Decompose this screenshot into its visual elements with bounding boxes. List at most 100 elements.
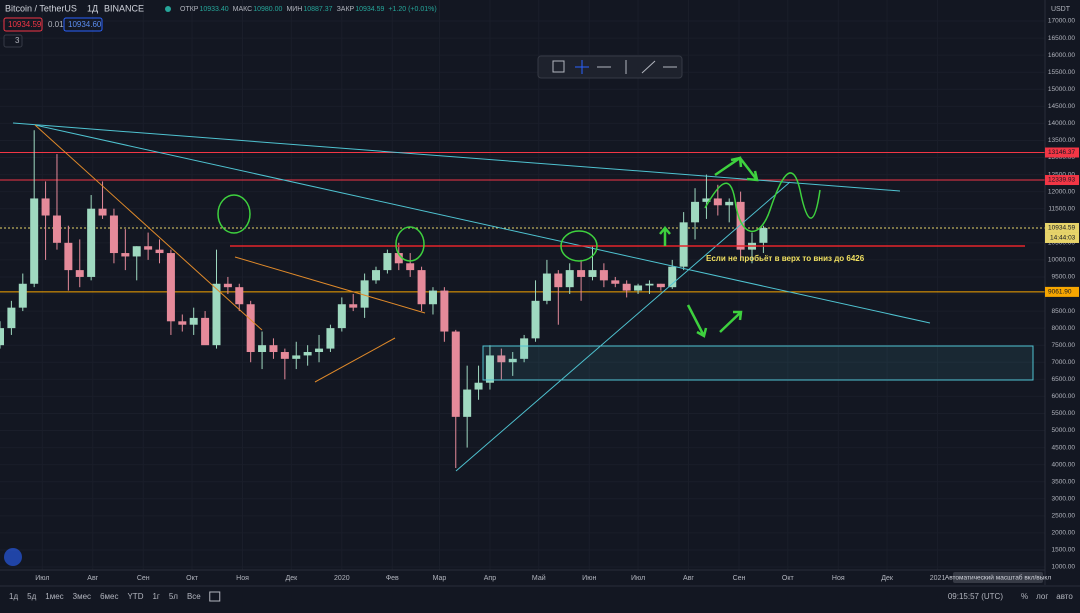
drawings xyxy=(12,122,1034,472)
buy-box[interactable] xyxy=(63,17,103,32)
header: Bitcoin / TetherUS 1Д BINANCE ОТКР 10933.… xyxy=(3,3,437,48)
candle-body xyxy=(554,273,563,288)
candle-body xyxy=(645,283,654,286)
indicators-toggle[interactable] xyxy=(3,34,23,48)
candle-body xyxy=(463,389,472,417)
range-button[interactable]: Все xyxy=(187,592,201,601)
y-tick-label: 12500.00 xyxy=(1048,171,1075,178)
tool-rect[interactable] xyxy=(552,60,565,73)
y-tick-label: 3500.00 xyxy=(1052,478,1076,485)
candle-body xyxy=(337,304,346,329)
candle-body xyxy=(98,208,107,216)
candle-body xyxy=(691,201,700,223)
range-button[interactable]: 1мес xyxy=(45,592,63,601)
price-tag-label: 13146.37 xyxy=(1048,149,1075,156)
tooltip xyxy=(953,572,1043,583)
candle-body xyxy=(7,307,16,329)
forecast-path xyxy=(704,172,821,232)
y-tick-label: 5000.00 xyxy=(1052,427,1076,434)
price-tag-label: 12339.93 xyxy=(1048,177,1075,184)
price-tag-label: 10934.59 xyxy=(1048,225,1075,232)
tool-cross[interactable] xyxy=(575,60,589,74)
candle-body xyxy=(292,355,301,359)
spread: 0.01 xyxy=(48,20,64,29)
range-button[interactable]: 5д xyxy=(27,592,36,601)
candle-body xyxy=(41,198,50,216)
scale-option[interactable]: лог xyxy=(1036,592,1048,601)
x-tick-label: Сен xyxy=(733,575,746,582)
y-tick-label: 16500.00 xyxy=(1048,35,1075,42)
candle-body xyxy=(212,283,221,346)
date-range-button[interactable] xyxy=(209,591,221,602)
candle-body xyxy=(520,338,529,359)
candle-body xyxy=(736,201,745,250)
range-button[interactable]: 1г xyxy=(152,592,159,601)
candle-body xyxy=(565,270,574,288)
range-button[interactable]: 3мес xyxy=(73,592,91,601)
candle-body xyxy=(166,253,175,322)
candle-body xyxy=(349,304,358,308)
candle-body xyxy=(725,201,734,206)
range-button[interactable]: YTD xyxy=(127,592,143,601)
candle-body xyxy=(417,270,426,305)
candle-body xyxy=(30,198,39,284)
candle-body xyxy=(75,270,84,277)
candle-body xyxy=(121,253,130,257)
x-tick-label: Ноя xyxy=(832,575,845,582)
circle-mark xyxy=(217,194,251,234)
y-tick-label: 14500.00 xyxy=(1048,103,1075,110)
candle-body xyxy=(713,198,722,206)
candle-body xyxy=(668,266,677,288)
price-tag xyxy=(1045,286,1079,297)
sell-price: 10934.59 xyxy=(8,20,42,29)
logo[interactable] xyxy=(4,548,22,566)
y-tick-label: 4500.00 xyxy=(1052,444,1076,451)
candle-body xyxy=(588,270,597,277)
candle-body xyxy=(155,249,164,254)
x-tick-label: Июн xyxy=(582,575,596,582)
candle-body xyxy=(428,290,437,305)
candle-body xyxy=(622,283,631,291)
footer xyxy=(0,586,1080,608)
y-tick-label: 7500.00 xyxy=(1052,342,1076,349)
y-tick-label: 7000.00 xyxy=(1052,359,1076,366)
trend-line xyxy=(455,181,791,472)
range-button[interactable]: 6мес xyxy=(100,592,118,601)
candle-body xyxy=(406,263,415,271)
x-tick-label: Авг xyxy=(683,575,694,582)
zone xyxy=(482,345,1034,381)
candle-body xyxy=(258,345,267,353)
candle-body xyxy=(611,280,620,284)
sell-box[interactable] xyxy=(3,17,43,32)
y-tick-label: 13500.00 xyxy=(1048,137,1075,144)
candle-body xyxy=(759,227,768,243)
clock: 09:15:57 (UTC) xyxy=(948,592,1003,601)
x-tick-label: Мар xyxy=(433,575,447,582)
scale-option[interactable]: % xyxy=(1021,592,1028,601)
candle-body xyxy=(178,321,187,325)
price-tag-label: 9061.90 xyxy=(1048,289,1072,296)
drawing-toolbar xyxy=(537,55,683,79)
x-tick-label: Фев xyxy=(386,575,399,582)
circle-mark xyxy=(560,230,598,262)
x-tick-label: Сен xyxy=(137,575,150,582)
range-button[interactable]: 1д xyxy=(9,592,18,601)
y-tick-label: 16000.00 xyxy=(1048,52,1075,59)
ohlc-key: ОТКР xyxy=(180,6,199,13)
scale-option[interactable]: авто xyxy=(1056,592,1073,601)
countdown-tag xyxy=(1045,232,1079,243)
buy-price: 10934.60 xyxy=(68,20,102,29)
candle-body xyxy=(223,283,232,288)
tool-trend[interactable] xyxy=(641,60,656,74)
range-button[interactable]: 5л xyxy=(169,592,178,601)
indicators-count: 3 xyxy=(15,36,20,45)
countdown: 14:44:03 xyxy=(1050,235,1076,242)
candle-body xyxy=(599,270,608,281)
candle-body xyxy=(497,355,506,363)
candle-body xyxy=(360,280,369,308)
y-tick-label: 4000.00 xyxy=(1052,461,1076,468)
y-tick-label: 11500.00 xyxy=(1048,205,1075,212)
status-dot xyxy=(165,6,171,12)
ohlc-key: ЗАКР xyxy=(337,6,355,13)
